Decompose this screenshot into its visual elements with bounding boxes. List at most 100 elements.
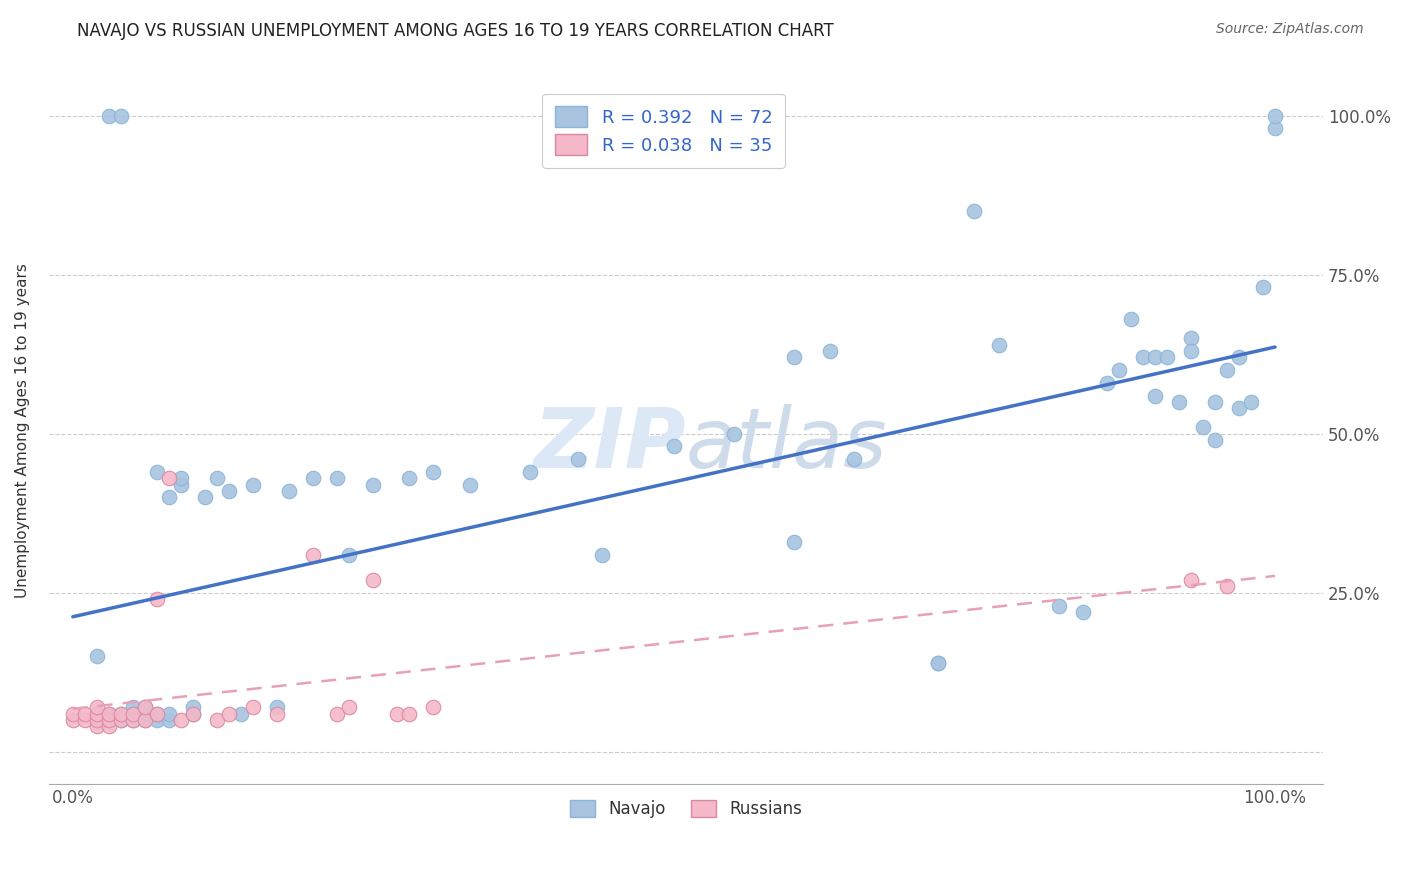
Point: [266, 706, 288, 721]
Point: [97, 713, 120, 727]
Point: [963, 204, 986, 219]
Point: [146, 706, 169, 721]
Point: [458, 477, 481, 491]
Point: [1264, 121, 1286, 136]
Point: [157, 491, 180, 505]
Point: [181, 706, 204, 721]
Point: [337, 548, 360, 562]
Point: [987, 337, 1010, 351]
Point: [519, 465, 541, 479]
Point: [302, 548, 325, 562]
Point: [278, 483, 301, 498]
Point: [1251, 280, 1274, 294]
Point: [1108, 363, 1130, 377]
Point: [110, 706, 132, 721]
Y-axis label: Unemployment Among Ages 16 to 19 years: Unemployment Among Ages 16 to 19 years: [15, 263, 30, 598]
Point: [1071, 605, 1094, 619]
Point: [122, 700, 145, 714]
Point: [62, 713, 84, 727]
Text: NAVAJO VS RUSSIAN UNEMPLOYMENT AMONG AGES 16 TO 19 YEARS CORRELATION CHART: NAVAJO VS RUSSIAN UNEMPLOYMENT AMONG AGE…: [77, 22, 834, 40]
Point: [1095, 376, 1118, 390]
Point: [927, 656, 949, 670]
Point: [844, 452, 866, 467]
Point: [86, 649, 108, 664]
Point: [86, 713, 108, 727]
Point: [363, 573, 385, 587]
Point: [122, 713, 145, 727]
Point: [194, 491, 217, 505]
Point: [134, 706, 156, 721]
Point: [97, 713, 120, 727]
Point: [337, 700, 360, 714]
Point: [122, 706, 145, 721]
Point: [302, 471, 325, 485]
Point: [73, 713, 96, 727]
Point: [181, 700, 204, 714]
Point: [1227, 351, 1250, 365]
Point: [62, 706, 84, 721]
Point: [591, 548, 613, 562]
Point: [1192, 420, 1215, 434]
Point: [1180, 344, 1202, 359]
Point: [218, 483, 240, 498]
Point: [1227, 401, 1250, 416]
Point: [97, 706, 120, 721]
Point: [1119, 312, 1142, 326]
Point: [73, 706, 96, 721]
Point: [205, 713, 228, 727]
Point: [242, 477, 264, 491]
Point: [86, 700, 108, 714]
Point: [86, 706, 108, 721]
Point: [927, 656, 949, 670]
Point: [97, 719, 120, 733]
Text: ZIP: ZIP: [533, 404, 686, 485]
Point: [205, 471, 228, 485]
Point: [1143, 388, 1166, 402]
Point: [134, 713, 156, 727]
Point: [157, 706, 180, 721]
Point: [1143, 351, 1166, 365]
Point: [1047, 599, 1070, 613]
Point: [398, 706, 420, 721]
Point: [662, 440, 685, 454]
Point: [146, 592, 169, 607]
Point: [97, 706, 120, 721]
Point: [1132, 351, 1154, 365]
Text: Source: ZipAtlas.com: Source: ZipAtlas.com: [1216, 22, 1364, 37]
Point: [110, 713, 132, 727]
Point: [783, 351, 806, 365]
Point: [1204, 395, 1226, 409]
Legend: Navajo, Russians: Navajo, Russians: [564, 793, 808, 825]
Point: [97, 109, 120, 123]
Point: [1167, 395, 1189, 409]
Point: [422, 700, 444, 714]
Text: atlas: atlas: [686, 404, 887, 485]
Point: [110, 706, 132, 721]
Point: [1216, 363, 1239, 377]
Point: [146, 713, 169, 727]
Point: [122, 713, 145, 727]
Point: [1156, 351, 1178, 365]
Point: [170, 713, 193, 727]
Point: [818, 344, 841, 359]
Point: [110, 109, 132, 123]
Point: [218, 706, 240, 721]
Point: [134, 700, 156, 714]
Point: [134, 713, 156, 727]
Point: [783, 535, 806, 549]
Point: [242, 700, 264, 714]
Point: [122, 706, 145, 721]
Point: [181, 706, 204, 721]
Point: [110, 713, 132, 727]
Point: [326, 471, 349, 485]
Point: [1180, 573, 1202, 587]
Point: [157, 471, 180, 485]
Point: [567, 452, 589, 467]
Point: [229, 706, 252, 721]
Point: [723, 426, 745, 441]
Point: [1204, 433, 1226, 447]
Point: [1264, 109, 1286, 123]
Point: [1216, 579, 1239, 593]
Point: [146, 465, 169, 479]
Point: [1240, 395, 1263, 409]
